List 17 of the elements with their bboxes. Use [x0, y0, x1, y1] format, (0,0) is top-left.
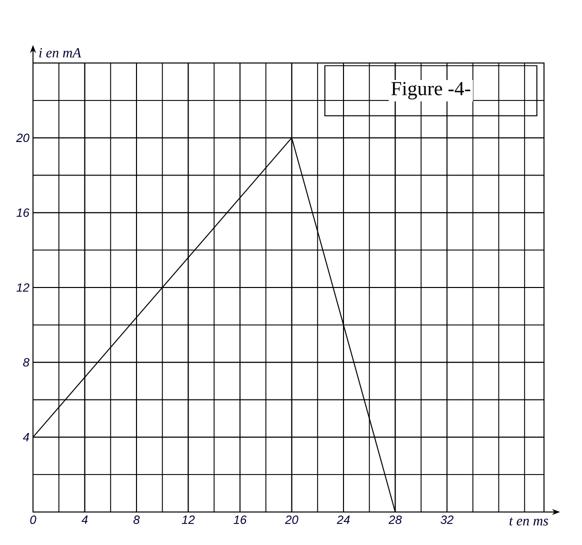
- y-tick-label: 4: [22, 433, 30, 442]
- x-tick-label: 4: [82, 516, 88, 524]
- y-tick-label: 20: [16, 134, 30, 142]
- x-tick-label: 8: [133, 516, 140, 524]
- x-tick-label: 32: [440, 516, 454, 524]
- y-tick-label: 12: [16, 283, 30, 292]
- x-tick-label: 24: [336, 516, 350, 524]
- y-tick-label: 8: [23, 358, 30, 367]
- x-tick-label: 0: [30, 516, 36, 524]
- x-tick-label: 16: [234, 516, 247, 524]
- y-tick-label: 16: [16, 208, 30, 217]
- x-tick-label: 28: [388, 516, 402, 524]
- x-tick-label: 20: [285, 516, 298, 524]
- x-axis-title: t en ms: [510, 518, 548, 526]
- y-axis-title: i en mA: [39, 48, 82, 58]
- annotation: Figure -4-: [391, 82, 470, 100]
- x-tick-label: 12: [182, 516, 195, 524]
